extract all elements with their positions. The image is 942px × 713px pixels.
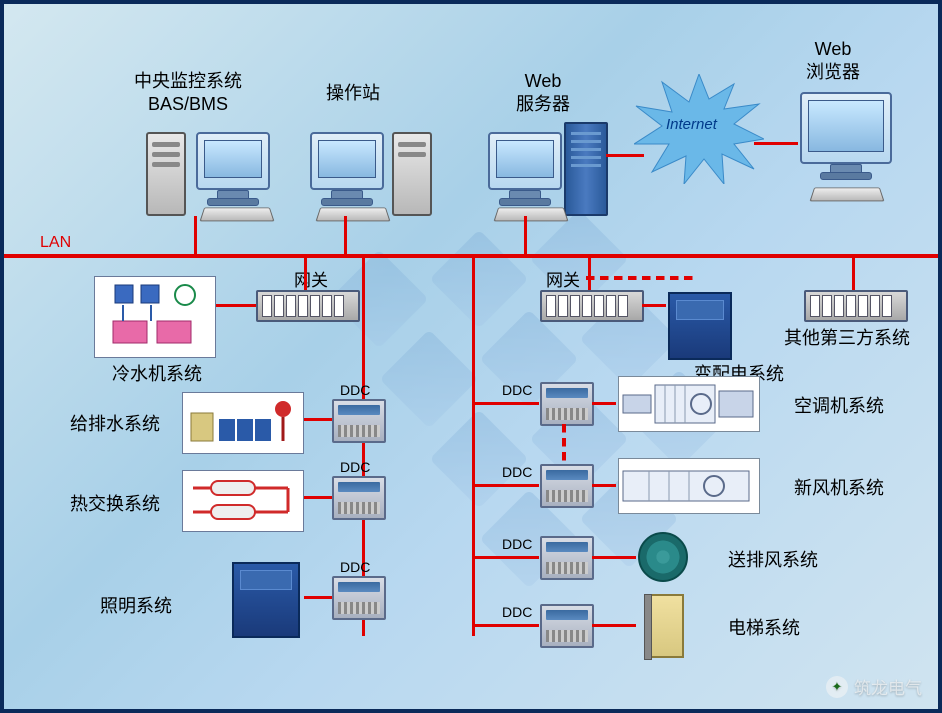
watermark-text: 筑龙电气 (854, 674, 922, 699)
browser-keyboard-icon (810, 188, 885, 202)
label-gateway-right: 网关 (546, 266, 580, 291)
label-water: 给排水系统 (70, 410, 160, 436)
water-equip-icon (182, 392, 304, 454)
ddc-left-2-icon (332, 476, 386, 520)
label-gateway-left: 网关 (294, 266, 328, 291)
link-ddc-freshair (592, 484, 616, 487)
webserver-keyboard-icon (494, 208, 569, 222)
central-tower-icon (146, 132, 186, 216)
exhaust-fan-icon (638, 532, 688, 582)
central-monitor-icon (196, 132, 270, 190)
drop-central (194, 216, 197, 254)
label-internet: Internet (666, 116, 717, 133)
label-ddc-right-2: DDC (502, 464, 532, 480)
ddc-left-1-icon (332, 399, 386, 443)
label-web-browser: Web 浏览器 (806, 38, 860, 83)
drop-operator (344, 216, 347, 254)
label-lighting: 照明系统 (100, 592, 172, 618)
gateway-left-icon (256, 290, 360, 322)
link-ddc-exhaust (592, 556, 636, 559)
browser-monitor-icon (800, 92, 892, 164)
hvac-ahu-icon (618, 376, 760, 432)
label-ddc-right-3: DDC (502, 536, 532, 552)
label-ddc-right-4: DDC (502, 604, 532, 620)
link-right-elevator (475, 624, 539, 627)
heatex-equip-icon (182, 470, 304, 532)
link-right-freshair (475, 484, 539, 487)
label-heatex: 热交换系统 (70, 490, 160, 516)
gateway-right-icon (540, 290, 644, 322)
label-ddc-left-1: DDC (340, 382, 370, 398)
label-ddc-left-3: DDC (340, 559, 370, 575)
label-elevator: 电梯系统 (728, 614, 800, 640)
link-ddc-hvac (592, 402, 616, 405)
operator-monitor-icon (310, 132, 384, 190)
label-operator-station: 操作站 (326, 82, 380, 105)
webserver-monitor-icon (488, 132, 562, 190)
ddc-left-3-icon (332, 576, 386, 620)
ddc-right-3-icon (540, 536, 594, 580)
thirdparty-rack-icon (804, 290, 908, 322)
webserver-tower-icon (564, 122, 608, 216)
link-right-hvac (475, 402, 539, 405)
drop-webserver (524, 216, 527, 254)
right-branch-bus (472, 258, 475, 636)
label-lan: LAN (40, 234, 71, 252)
drop-gateway-left (304, 258, 307, 290)
operator-keyboard-icon (316, 208, 391, 222)
operator-tower-icon (392, 132, 432, 216)
drop-gateway-right (588, 258, 591, 290)
link-gateway-power (642, 304, 666, 307)
label-ddc-right-1: DDC (502, 382, 532, 398)
link-gateway-right-dashed (586, 276, 696, 280)
label-exhaust: 送排风系统 (728, 546, 818, 572)
ddc-right-4-icon (540, 604, 594, 648)
lan-backbone-line (4, 254, 938, 258)
label-hvac: 空调机系统 (794, 392, 884, 418)
power-cabinet-icon (668, 292, 732, 360)
wechat-icon: ✦ (826, 676, 848, 698)
freshair-ahu-icon (618, 458, 760, 514)
label-freshair: 新风机系统 (794, 474, 884, 500)
label-central-station: 中央监控系统 BAS/BMS (134, 70, 242, 115)
central-keyboard-icon (200, 208, 275, 222)
ddc-right-1-icon (540, 382, 594, 426)
label-thirdparty: 其他第三方系统 (784, 324, 910, 350)
label-ddc-left-2: DDC (340, 459, 370, 475)
lighting-cabinet-icon (232, 562, 300, 638)
drop-thirdparty (852, 258, 855, 290)
watermark: ✦ 筑龙电气 (826, 674, 922, 699)
ddc-right-2-icon (540, 464, 594, 508)
link-ddc-elevator (592, 624, 636, 627)
chiller-equip-icon (94, 276, 216, 358)
link-server-internet (606, 154, 644, 157)
elevator-icon (650, 594, 684, 658)
link-internet-browser (754, 142, 798, 145)
dashed-right-ddcs (562, 424, 566, 462)
label-chiller: 冷水机系统 (112, 360, 202, 386)
label-web-server: Web 服务器 (516, 70, 570, 115)
link-right-exhaust (475, 556, 539, 559)
link-gateway-chiller (214, 304, 256, 307)
